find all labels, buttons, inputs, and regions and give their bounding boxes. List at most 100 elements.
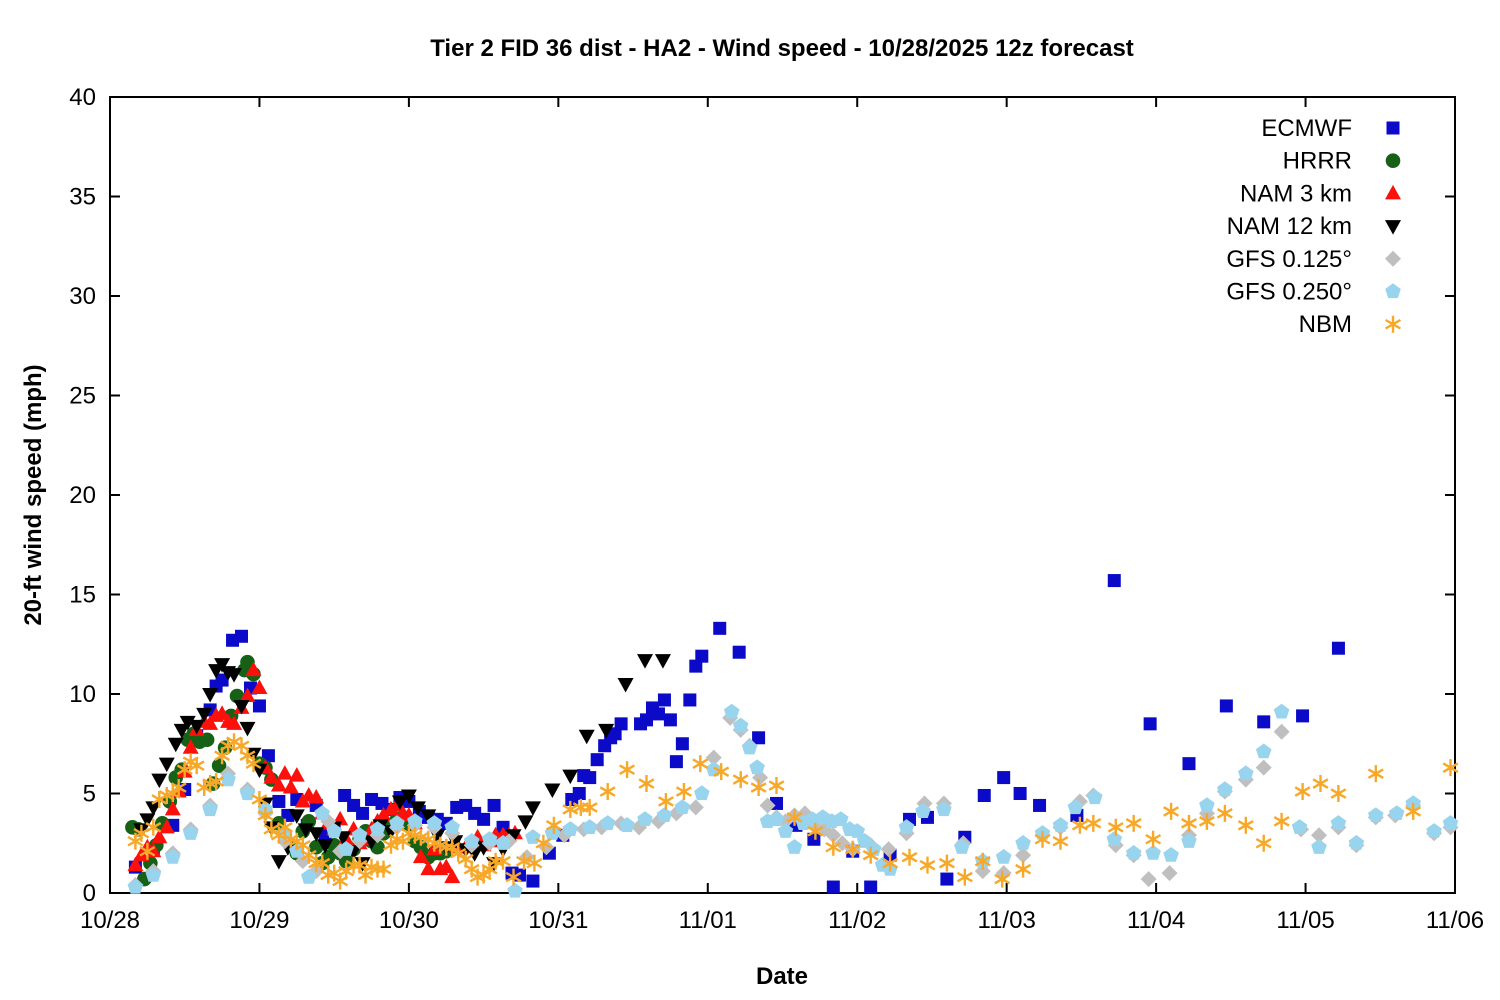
data-point-gfs-0-250-: [481, 831, 498, 846]
data-point-nbm: [807, 822, 824, 840]
data-point-nam-3-km: [202, 715, 219, 730]
data-point-gfs-0-250-: [1311, 839, 1327, 854]
data-point-ecmwf: [713, 621, 727, 635]
data-point-nbm: [276, 818, 293, 836]
data-point-nbm: [1216, 804, 1233, 822]
data-point-nbm: [862, 846, 879, 864]
data-point-ecmwf: [583, 771, 597, 785]
data-point-ecmwf: [657, 693, 671, 707]
data-point-nam-12-km: [214, 658, 231, 673]
data-point-nbm: [314, 854, 331, 872]
data-point-nam-12-km: [317, 839, 334, 854]
data-point-gfs-0-250-: [1163, 847, 1179, 862]
data-point-nbm: [692, 755, 709, 773]
data-point-hrrr: [229, 688, 245, 704]
data-point-gfs-0-250-: [599, 815, 616, 830]
y-tick-label: 0: [83, 880, 96, 907]
data-point-nam-12-km: [151, 773, 168, 789]
x-tick-label: 11/05: [1276, 907, 1334, 934]
data-point-nbm: [938, 854, 955, 872]
data-point-gfs-0-250-: [1199, 797, 1215, 813]
data-point-gfs-0-250-: [202, 801, 218, 817]
data-point-nam-3-km: [263, 769, 280, 784]
data-point-nam-12-km: [391, 795, 408, 810]
data-point-ecmwf: [572, 787, 586, 800]
data-point-gfs-0-250-: [915, 803, 931, 818]
data-point-nbm: [994, 870, 1011, 888]
data-point-gfs-0-250-: [369, 821, 386, 836]
data-point-gfs-0-250-: [127, 878, 144, 894]
data-point-gfs-0-125-: [1140, 871, 1157, 888]
data-point-hrrr: [199, 732, 215, 748]
data-point-nbm: [919, 856, 936, 874]
data-point-nam-3-km: [251, 679, 268, 695]
data-point-gfs-0-250-: [1405, 795, 1421, 811]
data-point-nbm: [1237, 816, 1254, 834]
data-point-ecmwf: [864, 880, 878, 894]
data-point-nbm: [732, 771, 749, 789]
data-point-ecmwf: [235, 629, 249, 643]
data-point-nbm: [1125, 814, 1142, 832]
data-point-gfs-0-250-: [1106, 831, 1123, 846]
data-point-nbm: [1163, 802, 1180, 820]
data-point-gfs-0-250-: [507, 882, 523, 898]
data-point-gfs-0-125-: [834, 835, 851, 852]
data-point-gfs-0-250-: [898, 819, 915, 834]
data-point-gfs-0-250-: [495, 835, 511, 850]
data-point-nbm: [901, 848, 918, 866]
data-point-gfs-0-250-: [768, 811, 785, 826]
data-point-nam-12-km: [251, 763, 268, 779]
data-point-ecmwf: [977, 788, 991, 802]
data-point-nbm: [1294, 783, 1311, 800]
data-point-nam-12-km: [524, 801, 541, 816]
data-point-nam-12-km: [562, 769, 579, 785]
data-point-nbm: [657, 793, 674, 810]
data-point-nbm: [338, 862, 355, 880]
x-tick-label: 11/01: [679, 907, 737, 934]
data-point-gfs-0-250-: [833, 811, 849, 826]
data-point-nam-3-km: [226, 715, 243, 730]
data-point-gfs-0-250-: [936, 801, 952, 817]
data-point-nam-12-km: [158, 757, 175, 773]
data-point-nam-3-km: [438, 858, 455, 874]
data-point-ecmwf: [356, 806, 370, 820]
data-point-ecmwf: [683, 693, 697, 707]
data-point-nbm: [1052, 832, 1069, 850]
data-point-ecmwf: [1331, 641, 1345, 655]
data-point-gfs-0-250-: [239, 785, 256, 801]
data-point-gfs-0-250-: [995, 849, 1012, 864]
data-point-gfs-0-250-: [220, 771, 236, 787]
data-point-gfs-0-250-: [1255, 743, 1272, 759]
data-point-gfs-0-125-: [1311, 827, 1328, 844]
data-point-nam-12-km: [420, 809, 437, 824]
data-point-gfs-0-250-: [165, 849, 181, 864]
y-tick-label: 35: [69, 184, 96, 211]
data-point-nam-12-km: [270, 855, 287, 870]
data-point-gfs-0-250-: [741, 739, 758, 755]
data-point-ecmwf: [689, 659, 703, 673]
data-point-gfs-0-250-: [182, 825, 199, 840]
data-point-nam-3-km: [444, 868, 461, 884]
data-point-nbm: [170, 779, 187, 796]
data-point-nam-3-km: [214, 705, 231, 720]
legend-label-nbm: NBM: [1299, 311, 1352, 338]
data-point-nam-12-km: [297, 823, 314, 838]
data-point-nam-3-km: [282, 779, 299, 794]
data-point-ecmwf: [477, 812, 491, 826]
x-tick-label: 10/29: [229, 907, 289, 934]
data-point-gfs-0-250-: [1426, 823, 1442, 838]
legend-marker-icon-ecmwf: [1386, 121, 1400, 135]
data-point-gfs-0-250-: [856, 833, 873, 848]
data-point-ecmwf: [526, 874, 540, 888]
data-point-nam-3-km: [239, 687, 256, 702]
data-point-nam-12-km: [505, 829, 522, 844]
data-point-ecmwf: [732, 645, 746, 659]
data-point-gfs-0-250-: [749, 759, 765, 775]
data-point-ecmwf: [1033, 798, 1047, 812]
data-point-nam-12-km: [179, 715, 196, 731]
data-point-nbm: [1085, 814, 1102, 832]
legend-marker-icon-gfs-0-125-: [1385, 250, 1401, 267]
data-point-nam-12-km: [173, 723, 190, 739]
